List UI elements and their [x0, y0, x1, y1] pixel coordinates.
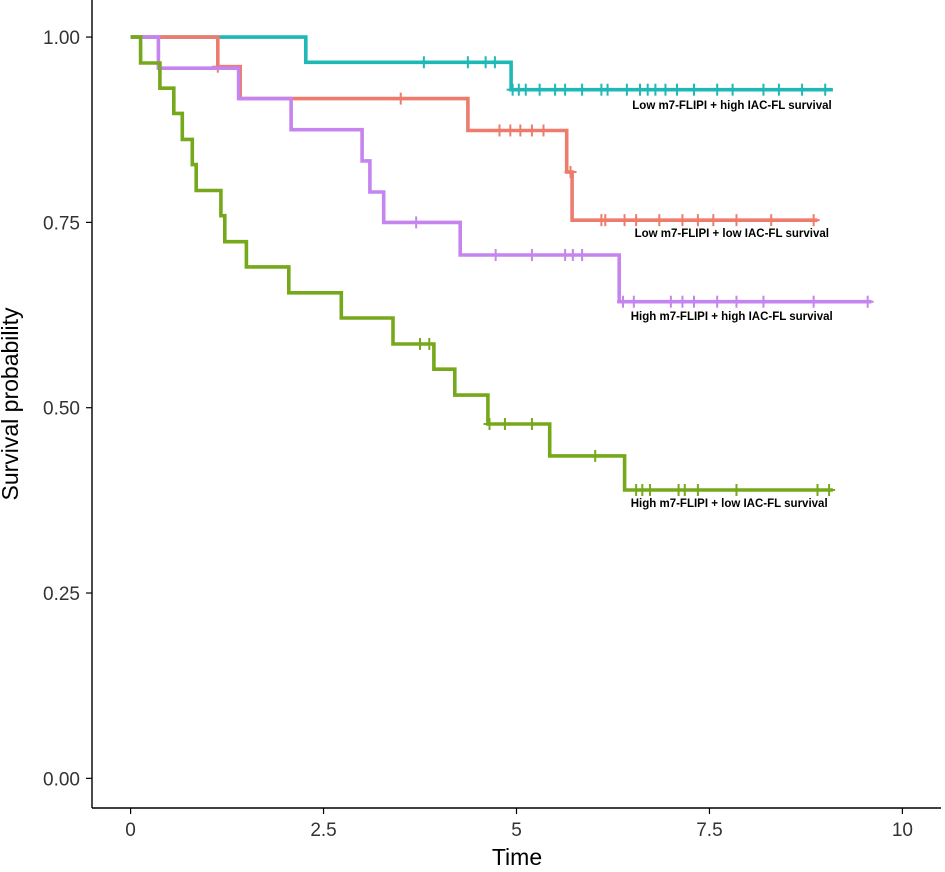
series-label: Low m7-FLIPI + high IAC-FL survival — [632, 100, 831, 112]
x-tick-label: 7.5 — [696, 820, 722, 841]
survival-curve — [130, 35, 872, 304]
survival-curve — [130, 35, 833, 92]
y-tick-label: 0.50 — [43, 399, 80, 420]
y-axis-title: Survival probability — [0, 307, 23, 501]
series-group — [130, 35, 820, 227]
annotations: Low m7-FLIPI + high IAC-FL survival Low m… — [631, 100, 833, 510]
series-label: High m7-FLIPI + low IAC-FL survival — [631, 498, 828, 510]
series-label: Low m7-FLIPI + low IAC-FL survival — [635, 228, 829, 240]
y-tick-label: 0.00 — [43, 769, 80, 790]
y-tick-label: 0.25 — [43, 584, 80, 605]
y-tick-label: 1.00 — [43, 28, 80, 49]
x-axis-title: Time — [492, 844, 542, 870]
series-group — [130, 35, 836, 496]
series-group — [130, 35, 874, 308]
series-layer — [130, 35, 874, 496]
y-tick-label: 0.75 — [43, 213, 80, 234]
survival-curve — [130, 35, 833, 492]
survival-curve — [130, 35, 818, 222]
x-tick-label: 0 — [125, 820, 136, 841]
series-label: High m7-FLIPI + high IAC-FL survival — [631, 311, 833, 323]
x-tick-label: 5 — [511, 820, 522, 841]
series-group — [130, 35, 833, 96]
x-tick-label: 2.5 — [310, 820, 336, 841]
x-tick-label: 10 — [892, 820, 913, 841]
axes: 0 2.5 5 7.5 10 0.00 0.25 0.50 0.75 1.00 — [43, 0, 941, 841]
